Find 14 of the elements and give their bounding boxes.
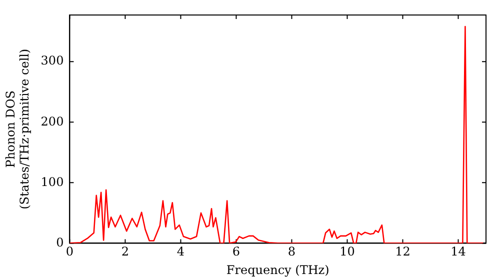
- x-tick-label: 4: [176, 244, 185, 259]
- x-tick-label: 10: [340, 244, 355, 259]
- y-tick-label: 100: [40, 174, 64, 189]
- x-tick-label: 14: [450, 244, 466, 259]
- x-tick-label: 6: [232, 244, 240, 259]
- x-axis-title: Frequency (THz): [226, 262, 330, 277]
- x-tick-label: 0: [66, 244, 74, 259]
- y-tick-label: 300: [40, 54, 64, 68]
- y-tick-label: 200: [40, 114, 64, 128]
- x-tick-label: 2: [121, 244, 130, 259]
- y-axis-title: Phonon DOS (States/THz·primitive cell): [3, 48, 32, 210]
- y-tick-label: 0: [56, 235, 64, 250]
- x-tick-label: 8: [288, 244, 296, 259]
- x-tick-label: 12: [395, 244, 410, 259]
